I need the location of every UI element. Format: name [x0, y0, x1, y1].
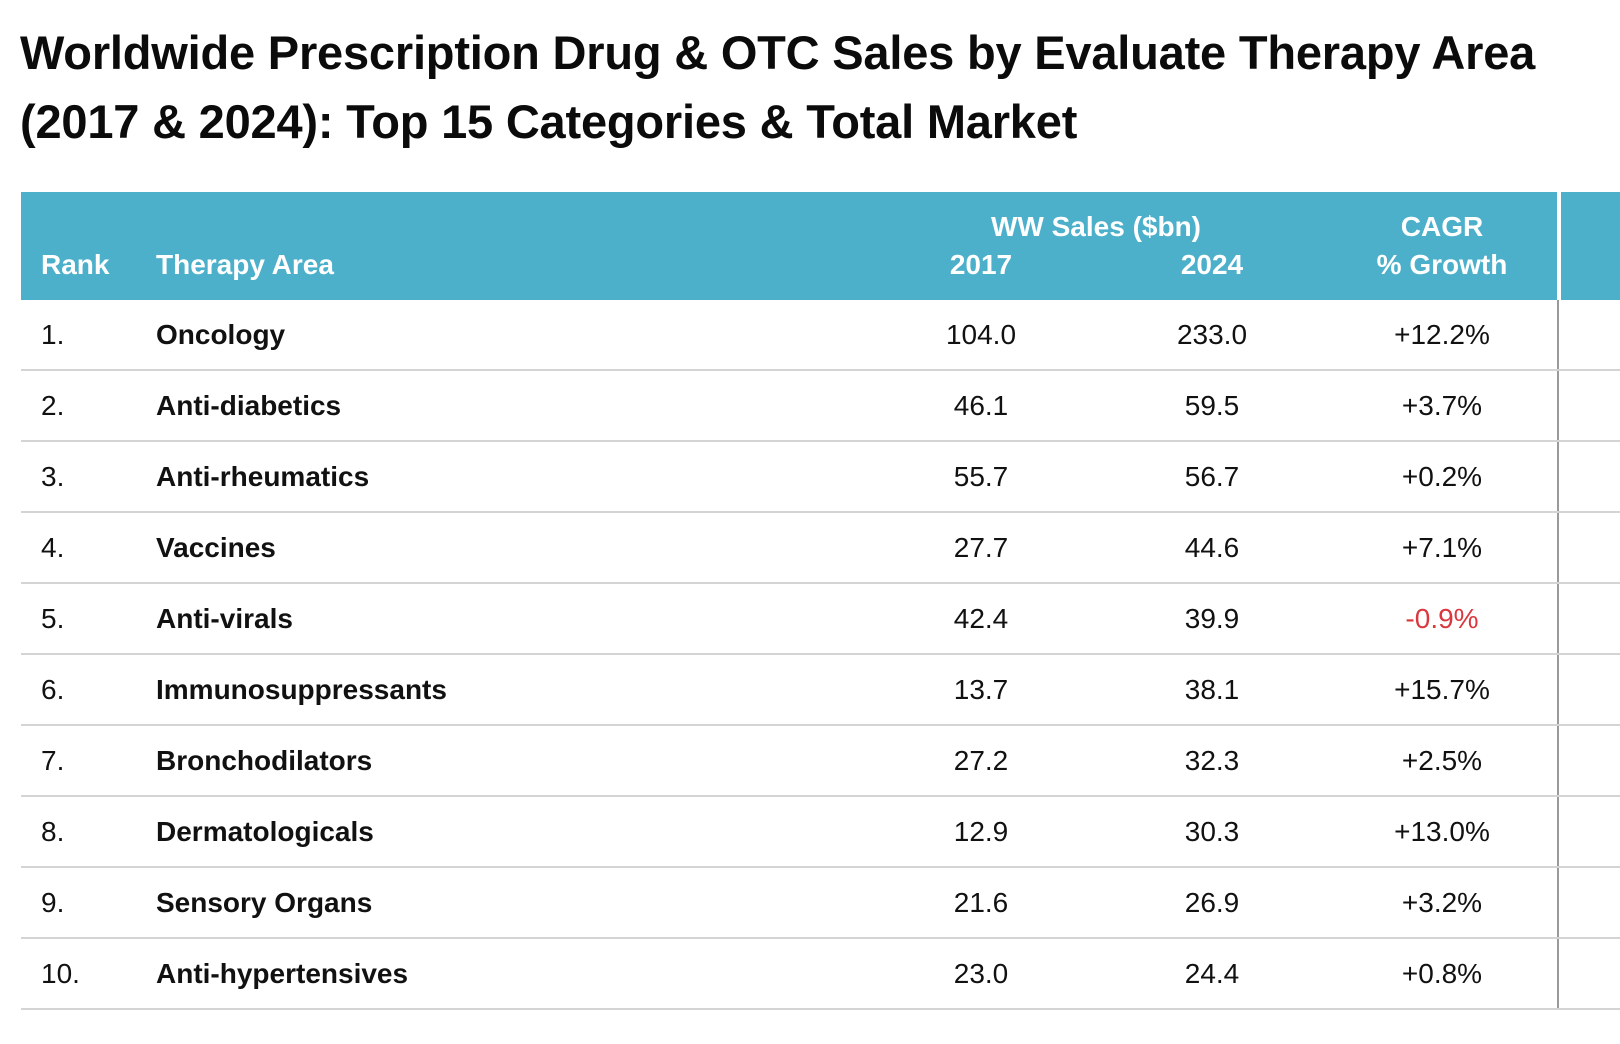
cell-sales-2024: 56.7 — [1184, 461, 1240, 492]
cell-therapy-area: Anti-rheumatics — [156, 461, 370, 492]
cell-cagr: +0.8% — [1401, 958, 1483, 989]
table-row: 3. Anti-rheumatics 55.7 56.7 +0.2% — [21, 442, 1620, 513]
header-sales-group: WW Sales ($bn) — [990, 211, 1201, 242]
cell-cagr: +3.2% — [1401, 887, 1483, 918]
table-row: 2. Anti-diabetics 46.1 59.5 +3.7% — [21, 371, 1620, 442]
row-edge-divider — [1557, 726, 1559, 795]
cell-therapy-area: Anti-diabetics — [156, 390, 342, 421]
cell-therapy-area: Bronchodilators — [156, 745, 373, 776]
table-row: 7. Bronchodilators 27.2 32.3 +2.5% — [21, 726, 1620, 797]
page-title: Worldwide Prescription Drug & OTC Sales … — [20, 26, 1536, 148]
cell-sales-2024: 44.6 — [1184, 532, 1240, 563]
cell-sales-2017: 27.7 — [953, 532, 1009, 563]
cell-rank: 5. — [41, 603, 65, 634]
cell-cagr: -0.9% — [1405, 603, 1479, 634]
table-row: 10. Anti-hypertensives 23.0 24.4 +0.8% — [21, 939, 1620, 1010]
cell-sales-2017: 12.9 — [953, 816, 1009, 847]
cell-rank: 4. — [41, 532, 65, 563]
cell-rank: 8. — [41, 816, 65, 847]
table-row: 9. Sensory Organs 21.6 26.9 +3.2% — [21, 868, 1620, 939]
table-row: 4. Vaccines 27.7 44.6 +7.1% — [21, 513, 1620, 584]
cell-sales-2024: 59.5 — [1184, 390, 1240, 421]
row-edge-divider — [1557, 442, 1559, 511]
cell-sales-2017: 23.0 — [953, 958, 1009, 989]
cell-rank: 10. — [41, 958, 80, 989]
cell-therapy-area: Vaccines — [156, 532, 276, 563]
row-edge-divider — [1557, 655, 1559, 724]
cell-sales-2017: 55.7 — [953, 461, 1009, 492]
cell-sales-2017: 21.6 — [953, 887, 1009, 918]
row-edge-divider — [1557, 584, 1559, 653]
table-row: 5. Anti-virals 42.4 39.9 -0.9% — [21, 584, 1620, 655]
cell-sales-2017: 46.1 — [953, 390, 1009, 421]
cell-cagr: +7.1% — [1401, 532, 1483, 563]
row-edge-divider — [1557, 939, 1559, 1008]
cell-sales-2024: 24.4 — [1184, 958, 1240, 989]
cell-sales-2017: 13.7 — [953, 674, 1009, 705]
cell-therapy-area: Immunosuppressants — [156, 674, 447, 705]
header-2017: 2017 — [949, 249, 1013, 280]
header-2024: 2024 — [1180, 249, 1244, 280]
table-header: Rank Therapy Area WW Sales ($bn) 2017 20… — [21, 192, 1620, 300]
cell-rank: 6. — [41, 674, 65, 705]
cell-sales-2017: 104.0 — [945, 319, 1017, 350]
cell-cagr: +15.7% — [1394, 674, 1490, 705]
cell-therapy-area: Sensory Organs — [156, 887, 373, 918]
header-growth: % Growth — [1376, 249, 1508, 280]
header-rank: Rank — [41, 249, 110, 280]
row-edge-divider — [1557, 513, 1559, 582]
cell-sales-2024: 26.9 — [1184, 887, 1240, 918]
cell-rank: 3. — [41, 461, 65, 492]
row-edge-divider — [1557, 300, 1559, 369]
cell-sales-2024: 233.0 — [1176, 319, 1248, 350]
cell-cagr: +3.7% — [1401, 390, 1483, 421]
sales-table: Rank Therapy Area WW Sales ($bn) 2017 20… — [21, 192, 1620, 1010]
table-row: 6. Immunosuppressants 13.7 38.1 +15.7% — [21, 655, 1620, 726]
header-cagr: CAGR — [1400, 211, 1484, 242]
cell-sales-2024: 38.1 — [1184, 674, 1240, 705]
cell-rank: 1. — [41, 319, 65, 350]
table-row: 8. Dermatologicals 12.9 30.3 +13.0% — [21, 797, 1620, 868]
cell-rank: 2. — [41, 390, 65, 421]
row-edge-divider — [1557, 797, 1559, 866]
cell-therapy-area: Anti-hypertensives — [156, 958, 409, 989]
row-edge-divider — [1557, 868, 1559, 937]
header-therapy-area: Therapy Area — [156, 249, 334, 280]
cell-cagr: +2.5% — [1401, 745, 1483, 776]
cell-sales-2024: 39.9 — [1184, 603, 1240, 634]
cell-cagr: +12.2% — [1394, 319, 1490, 350]
cell-sales-2024: 30.3 — [1184, 816, 1240, 847]
cell-therapy-area: Oncology — [156, 319, 286, 350]
row-edge-divider — [1557, 371, 1559, 440]
cell-cagr: +0.2% — [1401, 461, 1483, 492]
cell-therapy-area: Dermatologicals — [156, 816, 374, 847]
header-column-divider — [1557, 192, 1561, 300]
cell-sales-2017: 42.4 — [953, 603, 1009, 634]
cell-cagr: +13.0% — [1394, 816, 1490, 847]
cell-therapy-area: Anti-virals — [156, 603, 293, 634]
table-row: 1. Oncology 104.0 233.0 +12.2% — [21, 300, 1620, 371]
cell-sales-2024: 32.3 — [1184, 745, 1240, 776]
cell-rank: 9. — [41, 887, 65, 918]
cell-rank: 7. — [41, 745, 65, 776]
table-body: 1. Oncology 104.0 233.0 +12.2% 2. Anti-diabeti… — [21, 300, 1620, 1010]
cell-sales-2017: 27.2 — [953, 745, 1009, 776]
